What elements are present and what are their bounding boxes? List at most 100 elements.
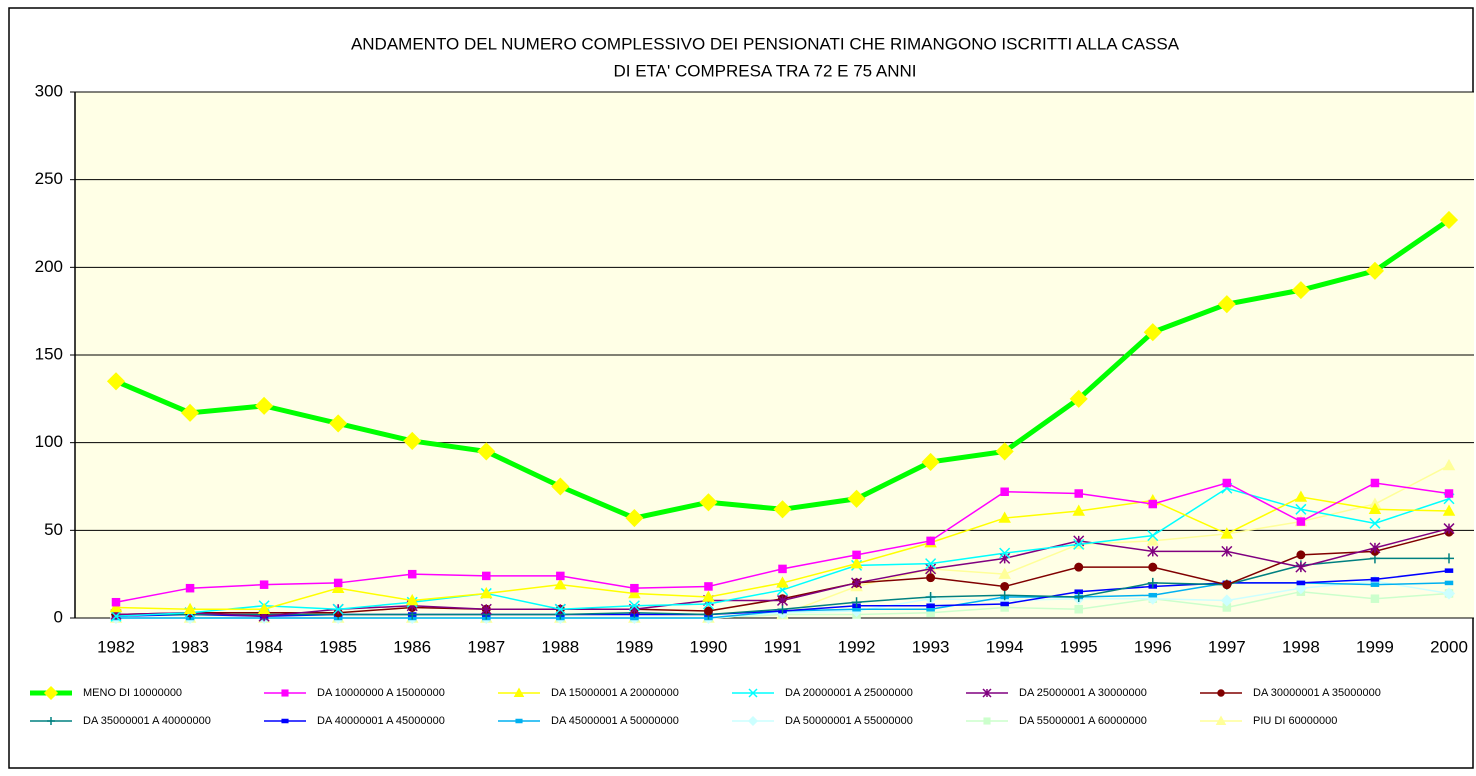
data-point xyxy=(1221,545,1233,557)
data-point xyxy=(1072,504,1085,516)
data-point xyxy=(329,414,348,433)
legend-label: DA 45000001 A 50000000 xyxy=(551,715,679,727)
data-point xyxy=(331,581,345,593)
data-point xyxy=(852,606,861,612)
data-point xyxy=(554,603,566,615)
data-point xyxy=(551,477,570,496)
legend-label: DA 55000001 A 60000000 xyxy=(1019,715,1147,727)
x-tick-label: 1989 xyxy=(615,637,653,656)
data-point xyxy=(333,578,343,588)
x-tick-label: 1991 xyxy=(764,637,802,656)
legend-marker xyxy=(748,688,758,698)
data-point xyxy=(1074,489,1083,498)
data-point xyxy=(925,558,937,570)
data-point xyxy=(1147,545,1159,557)
legend-marker xyxy=(513,687,525,697)
data-point xyxy=(926,606,935,612)
data-point xyxy=(1296,550,1306,560)
data-point xyxy=(1444,568,1454,573)
data-point xyxy=(255,396,274,415)
data-point xyxy=(111,597,121,607)
x-tick-label: 2000 xyxy=(1430,637,1468,656)
data-point xyxy=(1148,499,1158,509)
data-point xyxy=(407,569,417,579)
data-point xyxy=(1443,523,1455,535)
data-point xyxy=(1147,577,1158,588)
data-point xyxy=(1294,582,1307,595)
data-point xyxy=(1222,478,1232,488)
y-tick-label: 250 xyxy=(35,169,63,188)
data-point xyxy=(185,583,195,593)
data-point xyxy=(1365,261,1385,280)
data-point xyxy=(850,557,863,569)
data-point xyxy=(1444,489,1454,498)
data-point xyxy=(699,493,718,512)
legend-marker xyxy=(1215,715,1227,725)
data-point xyxy=(1370,594,1380,603)
data-point xyxy=(183,602,197,614)
x-tick-label: 1984 xyxy=(245,637,283,656)
data-point xyxy=(1073,591,1084,602)
legend-label: MENO DI 10000000 xyxy=(83,687,182,699)
data-point xyxy=(1000,487,1009,497)
data-point xyxy=(1370,577,1380,582)
data-point xyxy=(332,603,344,615)
data-point xyxy=(1148,592,1158,598)
data-point xyxy=(480,603,492,615)
data-point xyxy=(477,442,496,461)
data-point xyxy=(1074,604,1083,614)
legend-label: DA 25000001 A 30000000 xyxy=(1019,687,1147,699)
data-point xyxy=(773,500,792,519)
legend-label: DA 15000001 A 20000000 xyxy=(551,687,679,699)
data-point xyxy=(106,372,126,391)
data-point xyxy=(1294,490,1308,502)
data-point xyxy=(999,590,1010,601)
data-point xyxy=(925,591,936,602)
data-point xyxy=(1444,580,1454,586)
data-point xyxy=(1220,527,1234,539)
data-point xyxy=(702,590,715,602)
data-point xyxy=(1444,553,1454,564)
data-point xyxy=(110,610,122,622)
data-point xyxy=(628,600,640,612)
chart-title: ANDAMENTO DEL NUMERO COMPLESSIVO DEI PEN… xyxy=(351,34,1180,53)
x-tick-label: 1996 xyxy=(1134,637,1172,656)
data-point xyxy=(999,552,1011,564)
data-point xyxy=(109,600,123,613)
data-point xyxy=(1439,210,1459,230)
data-point xyxy=(1291,281,1310,300)
data-point xyxy=(1146,534,1160,546)
data-point xyxy=(703,606,713,616)
data-point xyxy=(1295,561,1307,573)
data-point xyxy=(776,576,789,588)
y-tick-label: 50 xyxy=(44,520,63,539)
x-tick-label: 1999 xyxy=(1356,637,1394,656)
data-point xyxy=(1370,582,1380,587)
data-point xyxy=(1147,530,1159,542)
x-tick-label: 1993 xyxy=(912,637,950,656)
data-point xyxy=(630,583,639,593)
x-tick-label: 1987 xyxy=(467,637,505,656)
x-tick-label: 1992 xyxy=(838,637,876,656)
legend-label: DA 40000001 A 45000000 xyxy=(317,715,445,727)
data-point xyxy=(1143,323,1162,342)
legend-marker xyxy=(1217,689,1225,697)
data-point xyxy=(1370,478,1380,488)
data-point xyxy=(1073,538,1085,550)
x-tick-label: 1994 xyxy=(986,637,1024,656)
legend-marker xyxy=(43,685,59,701)
data-point xyxy=(1368,502,1382,515)
x-tick-label: 1986 xyxy=(393,637,431,656)
data-point xyxy=(921,452,940,472)
data-point xyxy=(1369,542,1381,554)
x-tick-label: 1998 xyxy=(1282,637,1320,656)
legend-marker xyxy=(281,689,289,697)
data-point xyxy=(925,563,937,575)
x-tick-label: 1985 xyxy=(319,637,357,656)
x-tick-label: 1982 xyxy=(97,637,135,656)
data-point xyxy=(926,603,935,608)
data-point xyxy=(554,578,567,590)
data-point xyxy=(1217,295,1236,314)
y-tick-label: 200 xyxy=(35,257,63,276)
